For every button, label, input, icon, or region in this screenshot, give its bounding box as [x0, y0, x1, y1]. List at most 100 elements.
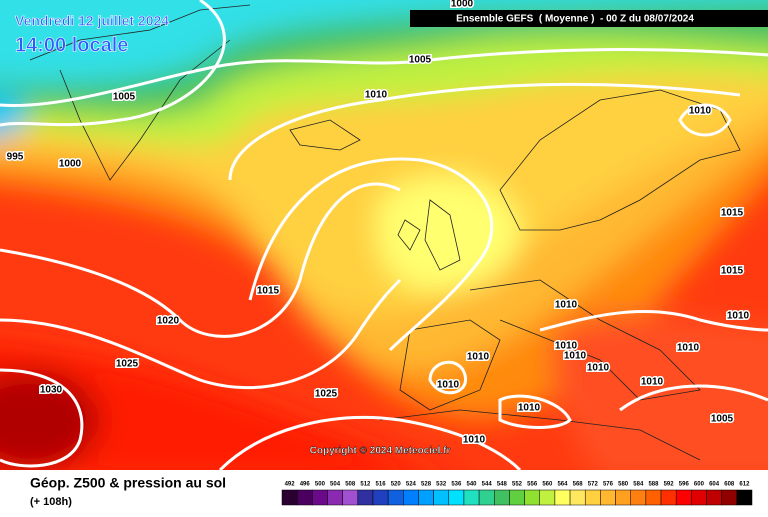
scale-swatch	[509, 489, 525, 506]
isobars	[0, 0, 768, 468]
color-scale: 492 496 500 504 508 512 516 520 524 528 532 536 540 5…	[281, 482, 753, 506]
scale-swatch	[403, 489, 419, 506]
scale-label: 592	[664, 482, 675, 488]
scale-label: 492	[285, 482, 296, 488]
isobar-label: 1010	[555, 341, 578, 352]
scale-swatch	[524, 489, 540, 506]
scale-swatch	[600, 489, 616, 506]
model-info: Ensemble GEFS ( Moyenne ) - 00 Z du 08/0…	[456, 14, 694, 25]
scale-swatch	[721, 489, 738, 506]
scale-label: 600	[694, 482, 705, 488]
scale-label: 612	[739, 482, 750, 488]
isobar-label: 995	[7, 152, 24, 163]
isobar-label: 1010	[641, 377, 664, 388]
scale-label: 528	[421, 482, 432, 488]
coastlines	[29, 4, 741, 461]
scale-label: 588	[648, 482, 659, 488]
isobar-label: 1025	[116, 359, 139, 370]
isobar-label: 1005	[113, 92, 136, 103]
scale-swatch	[630, 489, 647, 506]
scale-label: 520	[391, 482, 402, 488]
scale-label: 524	[406, 482, 417, 488]
scale-swatch	[736, 489, 753, 506]
isobar-label: 1010	[467, 352, 490, 363]
scale-swatch	[691, 489, 707, 506]
isobar-label: 1010	[677, 343, 700, 354]
scale-label: 548	[497, 482, 508, 488]
scale-swatch	[372, 489, 389, 506]
scale-swatch	[660, 489, 677, 506]
scale-label: 564	[557, 482, 568, 488]
copyright: Copyright © 2024 Meteociel.fr	[310, 446, 451, 457]
scale-swatch	[281, 489, 298, 506]
isobar-label: 1000	[451, 0, 474, 10]
scale-swatch	[327, 489, 343, 506]
isobar-label: 1010	[587, 363, 610, 374]
scale-swatch	[615, 489, 631, 506]
scale-label: 532	[436, 482, 447, 488]
isobar-label: 1010	[518, 403, 541, 414]
scale-label: 508	[345, 482, 356, 488]
isobar-label: 1005	[409, 55, 432, 66]
isobar-label: 1020	[157, 316, 180, 327]
scale-swatch	[706, 489, 722, 506]
scale-swatch	[494, 489, 510, 506]
scale-swatch	[478, 489, 495, 506]
scale-swatch	[312, 489, 328, 506]
scale-swatch	[296, 489, 313, 506]
scale-swatch	[387, 489, 404, 506]
forecast-time: 14:00 locale	[15, 34, 128, 56]
isobar-label: 1010	[727, 311, 750, 322]
isobar-label: 1005	[711, 414, 734, 425]
scale-label: 556	[527, 482, 538, 488]
scale-label: 540	[467, 482, 478, 488]
scale-swatch	[433, 489, 450, 506]
scale-label: 500	[315, 482, 326, 488]
isobar-label: 1010	[365, 90, 388, 101]
scale-label: 580	[618, 482, 629, 488]
isobar-label: 1010	[689, 106, 712, 117]
scale-label: 576	[603, 482, 614, 488]
scale-swatch	[357, 489, 374, 506]
scale-label: 516	[376, 482, 387, 488]
scale-label: 536	[451, 482, 462, 488]
scale-swatch	[569, 489, 586, 506]
model-banner	[410, 10, 768, 27]
scale-swatch	[539, 489, 556, 506]
scale-swatch	[342, 489, 359, 506]
scale-swatch	[448, 489, 465, 506]
isobar-label: 1030	[40, 385, 63, 396]
scale-label: 568	[573, 482, 584, 488]
isobar-labels: 1000 1005 1005 1010 995 1000 1010 1015 1015 1015 1…	[5, 0, 751, 447]
scale-label: 608	[724, 482, 735, 488]
footer-lead: (+ 108h)	[30, 496, 72, 508]
scale-label: 584	[633, 482, 644, 488]
isobar-label: 1015	[257, 286, 280, 297]
scale-swatch	[584, 489, 601, 506]
scale-label: 504	[330, 482, 341, 488]
isobar-label: 1010	[463, 435, 486, 446]
isobar-label: 1015	[721, 266, 744, 277]
scale-label: 572	[588, 482, 599, 488]
scale-swatch	[675, 489, 692, 506]
scale-swatch	[418, 489, 434, 506]
isobar-label: 1015	[721, 208, 744, 219]
isobar-label: 1010	[555, 300, 578, 311]
scale-label: 552	[512, 482, 523, 488]
scale-label: 560	[542, 482, 553, 488]
scale-label: 512	[360, 482, 371, 488]
scale-swatch	[463, 489, 480, 506]
isobar-label: 1010	[437, 380, 460, 391]
forecast-date: Vendredi 12 juillet 2024	[15, 13, 169, 29]
scale-swatch	[645, 489, 662, 506]
scale-label: 596	[679, 482, 690, 488]
isobar-label: 1025	[315, 389, 338, 400]
scale-label: 604	[709, 482, 720, 488]
scale-label: 496	[300, 482, 311, 488]
scale-swatch	[554, 489, 571, 506]
isobar-label: 1010	[564, 351, 587, 362]
scale-label: 544	[482, 482, 493, 488]
isobar-label: 1000	[59, 159, 82, 170]
footer-title: Géop. Z500 & pression au sol	[30, 475, 226, 491]
